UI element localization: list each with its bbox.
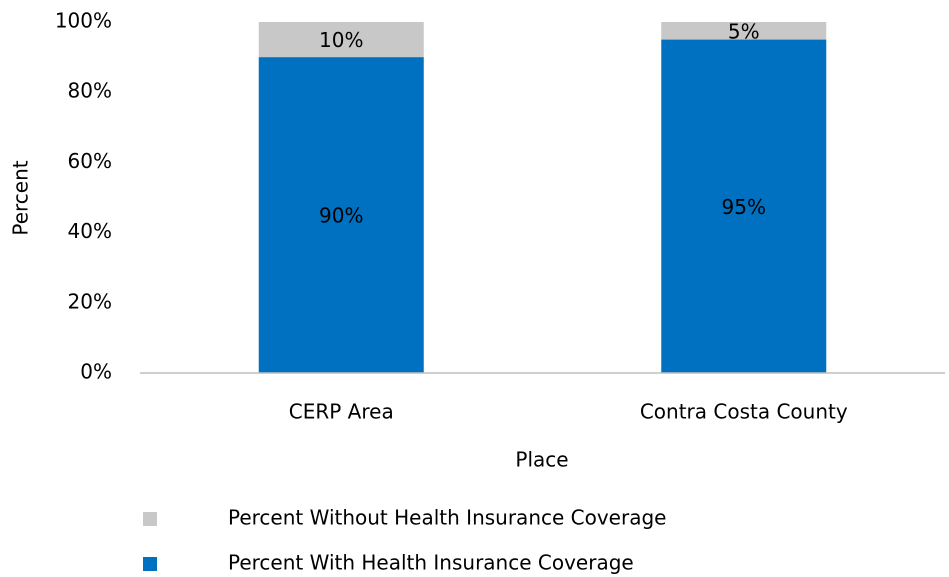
y-tick-label: 0% bbox=[80, 360, 112, 384]
y-tick-label: 80% bbox=[68, 79, 112, 103]
legend-label: Percent With Health Insurance Coverage bbox=[228, 551, 634, 575]
data-label: 10% bbox=[319, 28, 363, 52]
x-tick-label: Contra Costa County bbox=[640, 400, 848, 424]
legend-swatch bbox=[143, 557, 157, 571]
y-axis-label: Percent bbox=[9, 160, 33, 235]
data-label: 95% bbox=[722, 195, 766, 219]
y-tick-label: 60% bbox=[68, 149, 112, 173]
legend-label: Percent Without Health Insurance Coverag… bbox=[228, 506, 666, 530]
legend-swatch bbox=[143, 512, 157, 526]
y-tick-label: 20% bbox=[68, 289, 112, 313]
x-tick-label: CERP Area bbox=[289, 400, 394, 424]
y-tick-label: 100% bbox=[55, 9, 112, 33]
bar-segment bbox=[258, 22, 424, 58]
bar-segment bbox=[258, 57, 424, 373]
x-axis-label: Place bbox=[515, 448, 568, 472]
data-label: 5% bbox=[728, 19, 760, 43]
y-tick-label: 40% bbox=[68, 219, 112, 243]
bar-segment bbox=[661, 39, 827, 374]
bar-segment bbox=[661, 22, 827, 40]
data-label: 90% bbox=[319, 204, 363, 228]
